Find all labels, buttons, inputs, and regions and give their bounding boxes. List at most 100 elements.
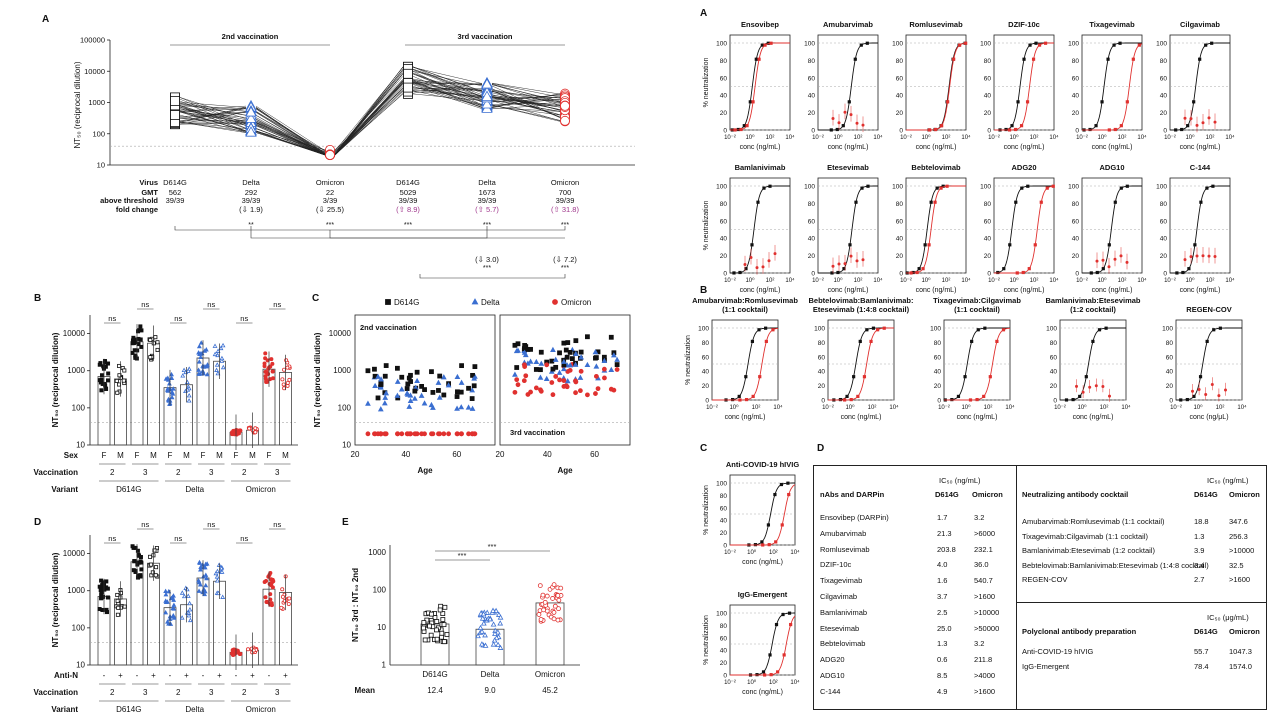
data-point [187,600,193,606]
data-point [537,374,544,380]
y-tick-label: 80 [1166,340,1174,347]
row1-value: F [201,451,206,460]
data-point [139,344,144,349]
x-tick-label: 10⁻² [724,135,736,141]
subplot-title: Romlusevimab [909,20,963,29]
data-point [542,599,548,605]
data-point [769,41,773,45]
donor-line [255,111,326,155]
data-point [1205,186,1209,190]
data-point [269,603,274,608]
mean-value: 45.2 [542,686,558,695]
subplot-title: Etesevimab (1:4:8 cocktail) [813,305,910,314]
fold-change: (⇧ 8.9) [396,205,420,214]
donor-line [412,90,483,106]
row1-value: M [282,451,289,460]
data-point [203,572,209,577]
threshold-value: 39/39 [478,196,497,205]
table-row-name: Anti-COVID-19 hIVIG [1022,647,1094,656]
subplot-frame [993,34,1055,131]
gmt-value: 292 [245,188,258,197]
data-point [459,363,464,369]
row-label: above threshold [100,196,158,205]
row1-value: M [183,451,190,460]
data-point [1125,184,1129,188]
y-tick-label: 20 [1072,110,1080,117]
y-tick-label: 80 [1072,201,1080,208]
table-value-d614g: 25.0 [937,623,952,633]
row-title: Vaccination [34,688,79,697]
data-point [1010,124,1014,128]
data-point [121,378,126,383]
x-tick-label: 10⁰ [747,679,757,686]
data-point [106,378,111,383]
data-point [1185,397,1189,402]
row1-value: F [168,451,173,460]
table-row-name: ADG10 [820,671,845,680]
data-point [544,593,550,599]
vaccination-value: 3 [143,468,148,477]
data-point [466,431,471,437]
x-tick-label: 10² [942,135,951,141]
data-point [214,367,220,372]
data-point [527,358,534,364]
donor-line [491,107,561,112]
data-point [383,390,390,396]
data-point [744,267,748,271]
data-point [738,398,742,402]
y-tick-label: 0 [987,128,991,135]
data-point [1026,184,1030,188]
row1-value: - [268,671,271,680]
data-point [964,41,968,45]
donor-line [491,89,561,103]
data-point [550,346,556,352]
data-point [521,349,528,355]
data-point [99,590,104,595]
data-point [490,621,497,627]
data-point [404,386,410,391]
data-point [148,338,153,343]
y-tick-label: 60 [1160,75,1168,82]
ns-label: ns [207,520,215,529]
subplot-frame [817,34,879,131]
data-point [170,386,176,391]
x-tick-label: 60 [590,450,599,459]
x-tick-label: 10⁰ [1193,404,1203,411]
y-tick-label: 0 [811,128,815,135]
data-point [1175,271,1179,275]
y-tick-label: 100 [716,611,727,618]
y-tick-label: 40 [808,93,816,100]
threshold-value: 3/39 [323,196,338,205]
donor-line [334,73,404,156]
y-tick-label: 80 [984,201,992,208]
data-point [758,375,762,379]
vaccination-value: 2 [176,468,181,477]
data-point [923,243,927,247]
y-tick-label: 100 [1156,41,1167,48]
data-point [866,184,870,188]
data-point [286,602,291,607]
data-point [268,592,273,597]
y-tick-label: 20 [1072,253,1080,260]
subplot-frame [729,604,796,676]
data-point [593,355,599,360]
y-tick-label: 0 [723,673,727,680]
donor-line [179,97,247,120]
data-point [428,401,435,408]
threshold-value: 39/39 [242,196,261,205]
table-value-omicron: 211.8 [974,655,993,665]
data-point [219,358,225,363]
data-point [263,369,268,374]
ns-label: ns [141,520,149,529]
data-point [585,334,590,340]
data-point [101,583,106,588]
donor-line [412,87,483,99]
data-point [170,110,180,120]
y-tick-label: 20 [720,110,728,117]
data-point [781,612,785,617]
threshold-value: 39/39 [399,196,418,205]
x-tick-label: 10² [766,135,775,141]
subplot-title: Bebtelovimab [911,163,961,172]
row1-value: F [267,451,272,460]
y-tick-label: 0 [899,128,903,135]
